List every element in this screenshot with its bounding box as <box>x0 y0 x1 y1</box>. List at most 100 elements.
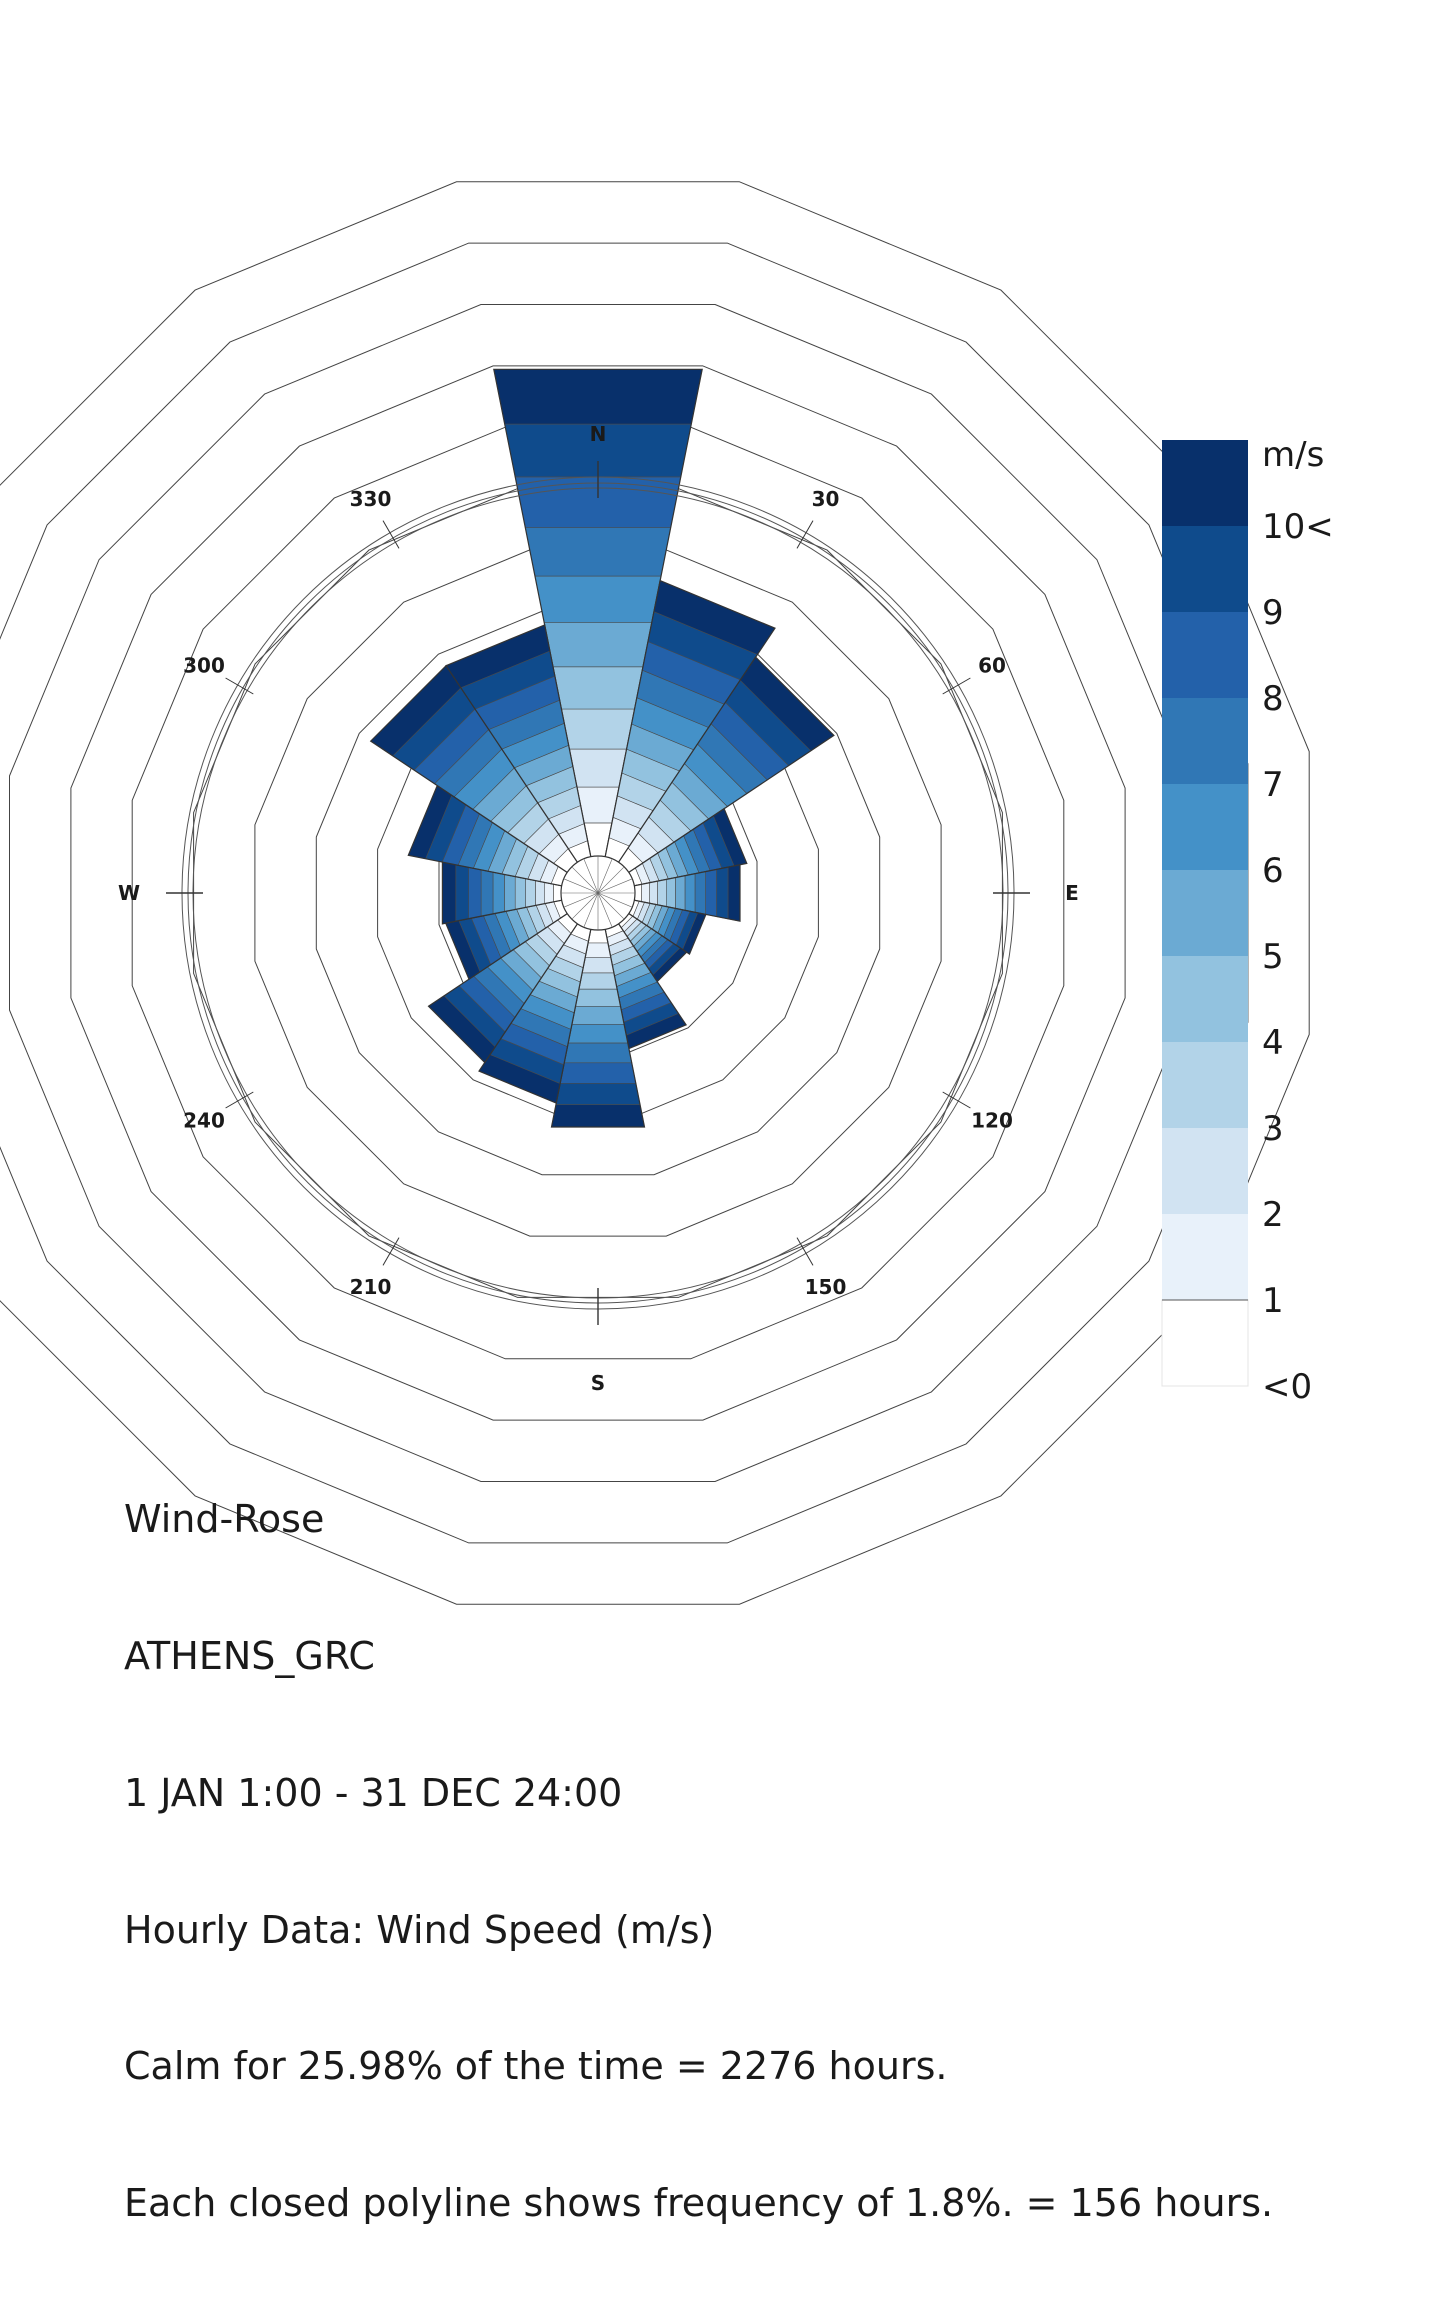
wind-petal <box>369 664 579 874</box>
speed-band <box>493 368 703 425</box>
speed-band <box>504 874 516 912</box>
speed-band <box>551 1104 645 1128</box>
speed-legend: m/s 10< 9 8 7 6 5 4 3 2 1 <0 <box>1161 435 1334 1407</box>
wind-petal <box>493 368 703 858</box>
speed-band <box>584 942 612 958</box>
angle-tick <box>796 1237 814 1266</box>
legend-label: 2 <box>1262 1195 1284 1235</box>
speed-band <box>561 708 635 750</box>
speed-band <box>641 882 650 904</box>
speed-band <box>578 972 618 990</box>
cardinal-label: N <box>590 422 607 446</box>
calm-spoke <box>597 892 625 920</box>
polyline-note: Each closed polyline shows frequency of … <box>124 2181 1274 2226</box>
calm-spoke <box>597 858 613 894</box>
speed-band <box>534 575 662 623</box>
frequency-polyline <box>70 365 1126 1421</box>
wind-petal <box>604 579 776 863</box>
location-label: ATHENS_GRC <box>124 1633 375 1678</box>
speed-band <box>544 882 554 904</box>
direction-labels: N E S W 30 60 120 150 210 240 300 330 <box>118 422 1079 1395</box>
calm-spoke <box>563 892 599 908</box>
calm-spoke <box>571 892 599 920</box>
legend-swatch <box>1161 1299 1249 1387</box>
speed-band <box>581 957 615 974</box>
chart-title: Wind-Rose <box>124 1497 325 1542</box>
legend-label: 3 <box>1262 1109 1284 1149</box>
legend-label: 4 <box>1262 1023 1284 1063</box>
legend-swatch <box>1162 870 1248 956</box>
angle-tick <box>225 1091 254 1109</box>
direction-ticks <box>166 461 1030 1325</box>
wind-petal <box>617 912 688 983</box>
angle-label: 60 <box>978 654 1006 678</box>
frequency-polyline <box>0 181 1310 1605</box>
legend-swatch <box>1162 526 1248 612</box>
wind-rose-chart: N E S W 30 60 120 150 210 240 300 330 m/s 10< 9 8 7 6 5 4 3… <box>0 181 1334 1605</box>
speed-band <box>492 871 505 915</box>
legend-swatch <box>1162 784 1248 870</box>
speed-band <box>675 875 686 911</box>
speed-band <box>525 878 536 908</box>
angle-tick <box>225 677 254 695</box>
cardinal-label: E <box>1065 881 1079 905</box>
wind-petal <box>427 912 579 1064</box>
speed-band <box>524 527 672 577</box>
cardinal-label: S <box>591 1371 605 1395</box>
angle-tick <box>942 677 971 695</box>
speed-band <box>455 864 470 922</box>
legend-label: 1 <box>1262 1281 1284 1321</box>
wind-petals <box>369 368 835 1128</box>
speed-band <box>649 880 658 906</box>
speed-band <box>684 873 696 913</box>
speed-band <box>705 869 717 917</box>
wind-rose-page: N E S W 30 60 120 150 210 240 300 330 m/s 10< 9 8 7 6 5 4 3… <box>0 181 1334 2226</box>
calm-spoke <box>583 892 599 928</box>
angle-label: 300 <box>183 654 225 678</box>
cardinal-label: W <box>118 881 140 905</box>
period-label: 1 JAN 1:00 - 31 DEC 24:00 <box>124 1770 623 1815</box>
angle-label: 30 <box>812 487 840 511</box>
legend-label: 7 <box>1262 765 1284 805</box>
speed-band <box>727 864 741 922</box>
speed-band <box>514 876 526 910</box>
legend-swatch <box>1162 1128 1248 1214</box>
calm-spoke <box>583 858 599 894</box>
wind-petal <box>550 928 646 1128</box>
legend-label: 5 <box>1262 937 1284 977</box>
angle-label: 120 <box>971 1109 1013 1133</box>
wind-petal <box>628 899 707 956</box>
angle-tick <box>942 1091 971 1109</box>
speed-band <box>587 928 609 944</box>
speed-band <box>571 1005 625 1025</box>
angle-label: 210 <box>350 1275 392 1299</box>
legend-swatch <box>1162 440 1248 526</box>
legend-label: 6 <box>1262 851 1284 891</box>
legend-swatch <box>1162 956 1248 1042</box>
frequency-polyline <box>9 304 1187 1482</box>
speed-band <box>555 1083 641 1105</box>
chart-info: Wind-Rose ATHENS_GRC 1 JAN 1:00 - 31 DEC… <box>124 1406 1273 2318</box>
legend-label: <0 <box>1262 1367 1312 1407</box>
speed-band <box>563 1042 633 1064</box>
calm-spoke <box>597 892 613 928</box>
frequency-polyline <box>131 426 1065 1360</box>
angle-label: 240 <box>183 1109 225 1133</box>
calm-circle <box>560 855 636 931</box>
legend-swatch <box>1162 612 1248 698</box>
speed-band <box>543 622 653 668</box>
speed-band <box>716 866 729 920</box>
wind-petal <box>444 899 568 981</box>
legend-unit: m/s <box>1262 435 1324 475</box>
calm-spoke <box>597 878 633 894</box>
frequency-polyline <box>315 610 881 1176</box>
angle-label: 330 <box>350 487 392 511</box>
speed-band <box>552 666 644 710</box>
speed-band <box>567 1024 629 1044</box>
calm-spoke <box>571 866 599 894</box>
frequency-polyline <box>254 549 942 1237</box>
speed-band <box>657 879 667 907</box>
speed-band <box>442 861 457 925</box>
legend-swatch <box>1162 698 1248 784</box>
calm-spoke <box>563 878 599 894</box>
